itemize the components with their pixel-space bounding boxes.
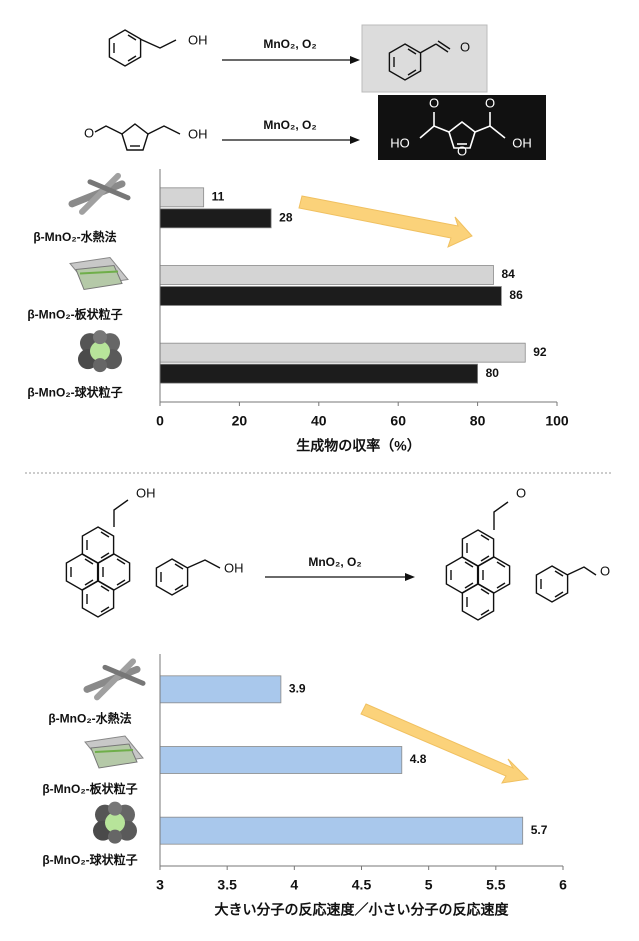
bar (159, 286, 502, 306)
atom-label: OH (188, 32, 208, 47)
y-tick-label: β-MnO₂-球状粒子 (27, 384, 122, 399)
bar (159, 187, 205, 208)
x-tick-label: 6 (559, 877, 567, 893)
y-tick-label: β-MnO₂-水熱法 (33, 229, 116, 244)
atom-label: O (84, 125, 94, 140)
x-tick-label: 60 (390, 413, 406, 429)
reagents: MnO₂, O₂ (263, 37, 316, 51)
catalyst-icon (93, 801, 137, 844)
catalyst-icon (69, 256, 129, 291)
bar (159, 675, 282, 704)
bar (159, 342, 526, 363)
catalyst-icon (78, 330, 122, 373)
value-label: 3.9 (289, 682, 306, 696)
x-axis-title: 大きい分子の反応速度／小さい分子の反応速度 (215, 902, 510, 918)
atom-label: OH (188, 126, 208, 141)
x-tick-label: 4 (290, 877, 298, 893)
x-tick-label: 0 (156, 413, 164, 429)
trend-arrow (298, 195, 473, 248)
catalyst-icon (87, 661, 143, 697)
y-tick-label: β-MnO₂-板状粒子 (27, 307, 122, 322)
reagents: MnO₂, O₂ (308, 555, 361, 569)
x-tick-label: 40 (311, 413, 327, 429)
atom-label: O (600, 563, 610, 578)
atom-label: O (460, 39, 470, 54)
catalyst-icon (84, 735, 144, 769)
y-tick-label: β-MnO₂-球状粒子 (42, 852, 137, 867)
value-label: 4.8 (410, 752, 427, 766)
atom-label: HO (390, 135, 410, 150)
value-label: 92 (533, 345, 547, 359)
atom-label: O (429, 95, 439, 110)
atom-label: O (516, 485, 526, 500)
y-tick-label: β-MnO₂-板状粒子 (42, 781, 137, 796)
reaction-2: O OH MnO₂, O₂ HO O O O OH (84, 95, 546, 160)
x-tick-label: 3.5 (217, 877, 237, 893)
reaction-1: OH MnO₂, O₂ O (108, 24, 488, 93)
atom-label: O (457, 143, 467, 158)
value-label: 80 (486, 366, 500, 380)
bar (159, 265, 494, 285)
x-tick-label: 5.5 (486, 877, 506, 893)
x-tick-label: 80 (470, 413, 486, 429)
value-label: 86 (509, 288, 523, 302)
y-tick-label: β-MnO₂-水熱法 (48, 711, 131, 726)
x-tick-label: 5 (425, 877, 433, 893)
value-label: 5.7 (531, 823, 548, 837)
bar (159, 816, 524, 845)
catalyst-icon (72, 176, 128, 212)
x-tick-label: 20 (232, 413, 248, 429)
value-label: 28 (279, 211, 293, 225)
x-axis-title: 生成物の収率（%） (296, 438, 420, 454)
bar (159, 208, 272, 229)
value-label: 11 (212, 190, 225, 204)
x-tick-label: 3 (156, 877, 164, 893)
atom-label: OH (512, 135, 532, 150)
value-label: 84 (501, 267, 515, 281)
x-tick-label: 4.5 (352, 877, 372, 893)
x-tick-label: 100 (545, 413, 569, 429)
atom-label: OH (136, 485, 156, 500)
atom-label: OH (224, 560, 244, 575)
reaction-3: OH OH MnO₂, O₂ O O (65, 485, 610, 621)
atom-label: O (485, 95, 495, 110)
reagents: MnO₂, O₂ (263, 118, 316, 132)
bar (159, 363, 479, 384)
trend-arrow (360, 703, 530, 784)
bar (159, 746, 403, 774)
